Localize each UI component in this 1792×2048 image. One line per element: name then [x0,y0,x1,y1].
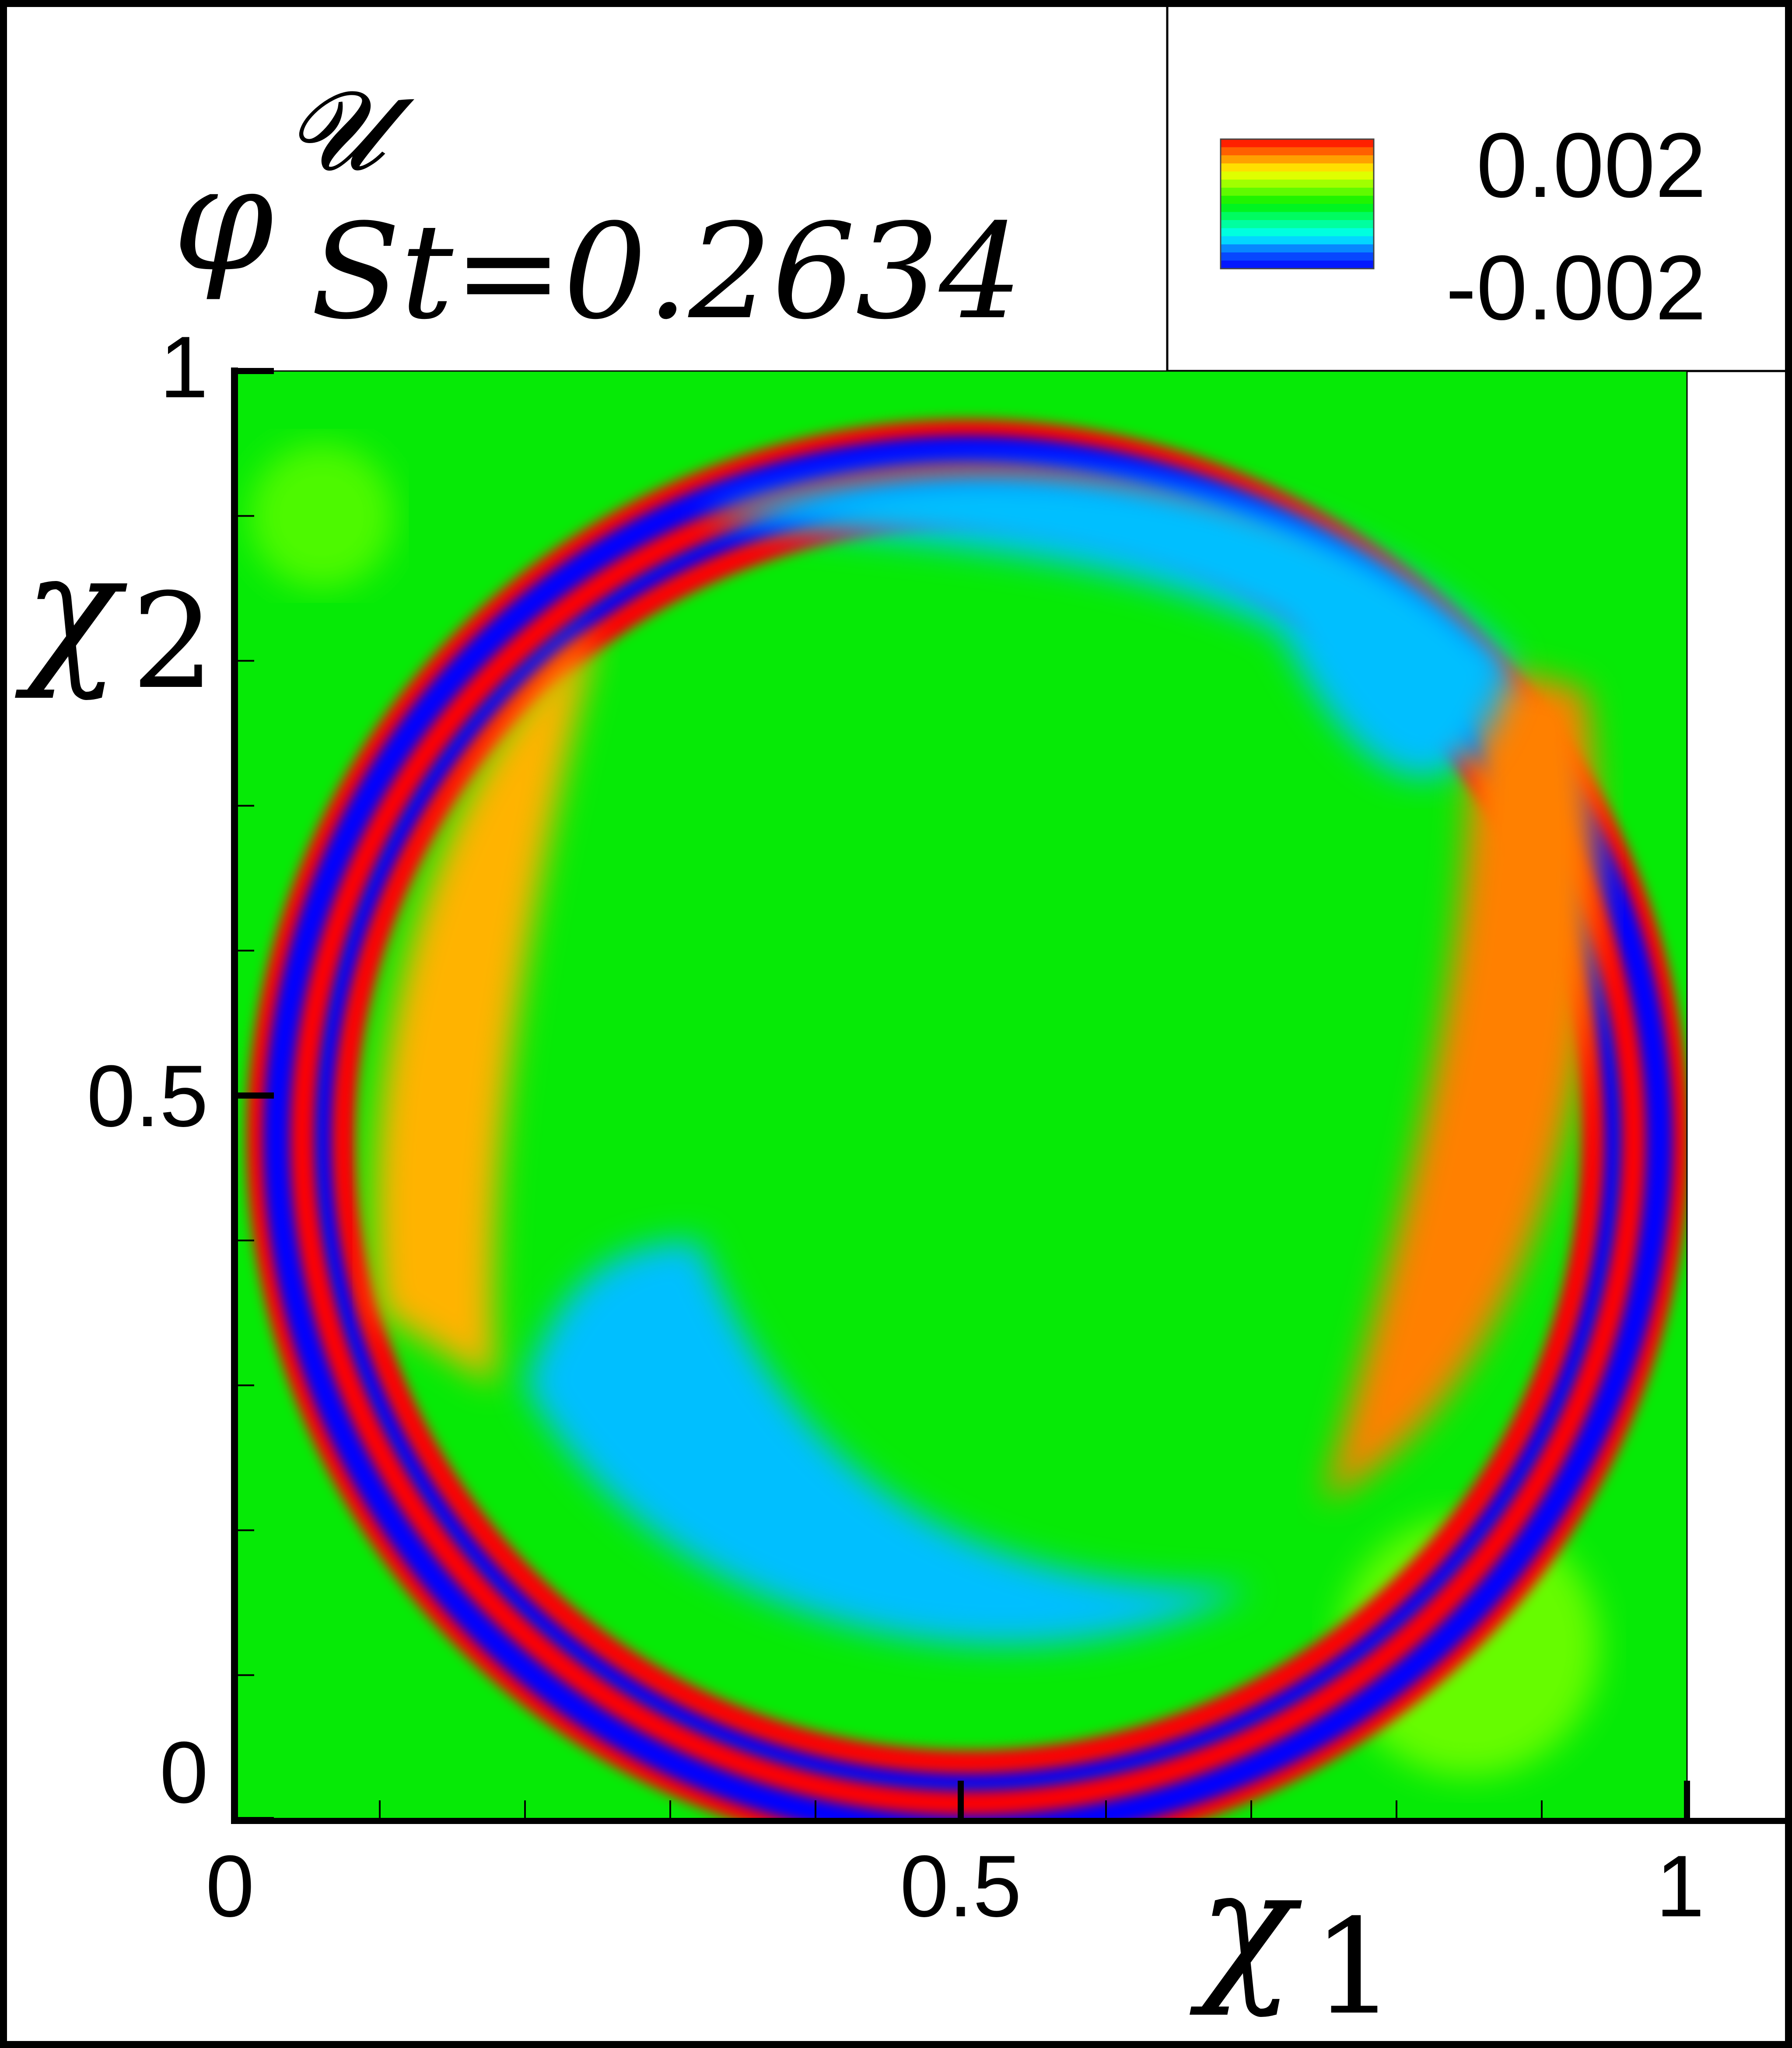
colorbar-step [1221,179,1374,188]
upper-trough-region [699,469,1513,778]
colorbar-step [1221,252,1374,261]
colorbar-step [1221,188,1374,196]
contour-plot-area [234,371,1687,1820]
colorbar-step [1221,212,1374,221]
colorbar-max-label: 0.002 [1476,114,1706,217]
y-axis-label-sub: 2 [131,565,215,718]
y-tick-label: 1 [160,319,208,416]
y-tick-label: 0.5 [87,1047,208,1145]
title-symbol: φ [173,135,274,303]
title-subscript: St=0.2634 [311,196,1022,348]
colorbar-step [1221,172,1374,180]
left-lobe-region [374,632,598,1386]
lower-trough-region [525,1240,1251,1645]
outer-ring-band [263,436,1673,1820]
y-tick-label: 0 [160,1724,208,1821]
colorbar-step [1221,163,1374,172]
colorbar-step [1221,260,1374,269]
colorbar [1220,138,1375,270]
colorbar-step [1221,155,1374,164]
colorbar-step [1221,147,1374,156]
colorbar-step [1221,236,1374,245]
colorbar-step [1221,220,1374,229]
y-axis-label: χ 2 [14,519,215,718]
colorbar-step [1221,228,1374,237]
x-tick-label: 0.5 [900,1838,1022,1935]
x-axis-label-symbol: χ [1189,1836,1302,2019]
x-axis-label: χ 1 [1189,1836,1396,2044]
right-lobe-region [1324,661,1596,1502]
x-tick-label: 1 [1656,1838,1704,1935]
legend: 0.002 -0.002 [1166,4,1788,372]
colorbar-min-label: -0.002 [1446,236,1706,339]
x-tick-label: 0 [206,1838,254,1935]
axes: 0 0.5 1 0 0.5 1 [87,319,1788,1935]
colorbar-step [1221,204,1374,213]
x-axis-label-sub: 1 [1312,1891,1396,2044]
y-axis-label-symbol: χ [14,519,128,702]
top-left-eddy-region [249,443,395,588]
colorbar-step [1221,196,1374,204]
colorbar-step [1221,244,1374,253]
colorbar-step [1221,139,1374,148]
